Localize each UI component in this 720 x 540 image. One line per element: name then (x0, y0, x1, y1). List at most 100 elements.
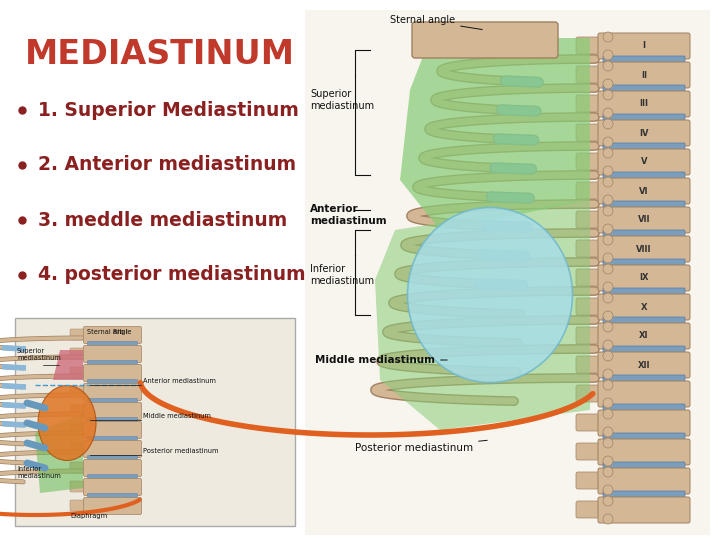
Text: Middle mediastinum: Middle mediastinum (143, 413, 211, 419)
FancyBboxPatch shape (603, 143, 685, 152)
FancyBboxPatch shape (576, 153, 604, 170)
Text: III: III (639, 99, 649, 109)
FancyBboxPatch shape (598, 178, 690, 204)
FancyBboxPatch shape (598, 149, 690, 175)
FancyBboxPatch shape (598, 236, 690, 262)
FancyBboxPatch shape (84, 346, 142, 362)
FancyBboxPatch shape (576, 269, 604, 286)
Circle shape (603, 282, 613, 292)
Circle shape (603, 195, 613, 205)
FancyBboxPatch shape (576, 211, 604, 228)
Text: Diaphragm: Diaphragm (70, 513, 107, 519)
Circle shape (603, 90, 613, 100)
Ellipse shape (408, 207, 572, 382)
FancyBboxPatch shape (598, 120, 690, 146)
FancyBboxPatch shape (598, 207, 690, 233)
FancyBboxPatch shape (576, 472, 604, 489)
Text: Posterior mediastinum: Posterior mediastinum (143, 448, 218, 454)
FancyBboxPatch shape (603, 317, 685, 326)
Circle shape (603, 293, 613, 303)
Circle shape (603, 264, 613, 274)
FancyBboxPatch shape (70, 462, 87, 473)
Text: Sternal angle: Sternal angle (87, 329, 132, 335)
FancyBboxPatch shape (603, 85, 685, 94)
Text: II: II (641, 71, 647, 79)
FancyBboxPatch shape (603, 462, 685, 471)
Text: VIII: VIII (636, 245, 652, 253)
FancyBboxPatch shape (576, 298, 604, 315)
FancyBboxPatch shape (603, 230, 685, 239)
FancyBboxPatch shape (70, 481, 87, 492)
Polygon shape (375, 200, 590, 430)
Circle shape (603, 119, 613, 129)
FancyBboxPatch shape (84, 478, 142, 496)
FancyBboxPatch shape (598, 294, 690, 320)
Text: Superior
mediastinum: Superior mediastinum (310, 89, 374, 111)
FancyBboxPatch shape (598, 323, 690, 349)
FancyBboxPatch shape (598, 352, 690, 378)
Text: Inferior
mediastinum: Inferior mediastinum (310, 264, 374, 286)
Circle shape (603, 438, 613, 448)
Circle shape (603, 206, 613, 216)
FancyBboxPatch shape (84, 497, 142, 515)
FancyBboxPatch shape (70, 500, 87, 511)
FancyBboxPatch shape (603, 114, 685, 123)
FancyBboxPatch shape (70, 405, 87, 416)
Circle shape (603, 485, 613, 495)
Circle shape (603, 456, 613, 466)
FancyBboxPatch shape (70, 386, 87, 397)
FancyBboxPatch shape (70, 443, 87, 454)
FancyBboxPatch shape (603, 375, 685, 384)
Circle shape (603, 427, 613, 437)
Text: Anterior mediastinum: Anterior mediastinum (143, 378, 216, 384)
FancyBboxPatch shape (603, 259, 685, 268)
FancyBboxPatch shape (598, 33, 690, 59)
Text: Posterior mediastinum: Posterior mediastinum (355, 440, 487, 453)
Text: Anterior
mediastinum: Anterior mediastinum (310, 204, 387, 226)
FancyBboxPatch shape (84, 460, 142, 476)
FancyBboxPatch shape (603, 491, 685, 500)
FancyBboxPatch shape (15, 318, 295, 526)
FancyBboxPatch shape (576, 182, 604, 199)
Circle shape (603, 322, 613, 332)
Text: Rib I: Rib I (113, 329, 127, 335)
FancyBboxPatch shape (84, 441, 142, 457)
Text: I: I (642, 42, 646, 51)
Circle shape (603, 32, 613, 42)
Polygon shape (400, 38, 590, 230)
FancyBboxPatch shape (598, 439, 690, 465)
Text: Inferior
mediastinum: Inferior mediastinum (17, 466, 60, 479)
FancyBboxPatch shape (84, 422, 142, 438)
FancyBboxPatch shape (84, 327, 142, 343)
FancyBboxPatch shape (598, 497, 690, 523)
FancyBboxPatch shape (88, 341, 138, 348)
Circle shape (603, 137, 613, 147)
FancyBboxPatch shape (598, 91, 690, 117)
Circle shape (603, 177, 613, 187)
FancyBboxPatch shape (576, 501, 604, 518)
FancyBboxPatch shape (412, 22, 558, 58)
FancyBboxPatch shape (598, 381, 690, 407)
FancyBboxPatch shape (70, 329, 87, 340)
Text: Middle mediastinum: Middle mediastinum (315, 355, 447, 365)
Text: IV: IV (639, 129, 649, 138)
FancyBboxPatch shape (598, 410, 690, 436)
Circle shape (603, 224, 613, 234)
Circle shape (603, 369, 613, 379)
FancyBboxPatch shape (88, 380, 138, 386)
Polygon shape (53, 350, 83, 380)
Text: Sternal angle: Sternal angle (390, 15, 482, 30)
Circle shape (603, 108, 613, 118)
Polygon shape (35, 413, 83, 493)
FancyBboxPatch shape (598, 265, 690, 291)
Text: Superior
mediastinum: Superior mediastinum (17, 348, 60, 361)
Circle shape (603, 351, 613, 361)
FancyBboxPatch shape (576, 124, 604, 141)
Circle shape (603, 166, 613, 176)
Circle shape (603, 496, 613, 506)
Circle shape (603, 311, 613, 321)
FancyBboxPatch shape (88, 399, 138, 404)
FancyBboxPatch shape (598, 62, 690, 88)
Text: XI: XI (639, 332, 649, 341)
Text: X: X (641, 302, 647, 312)
